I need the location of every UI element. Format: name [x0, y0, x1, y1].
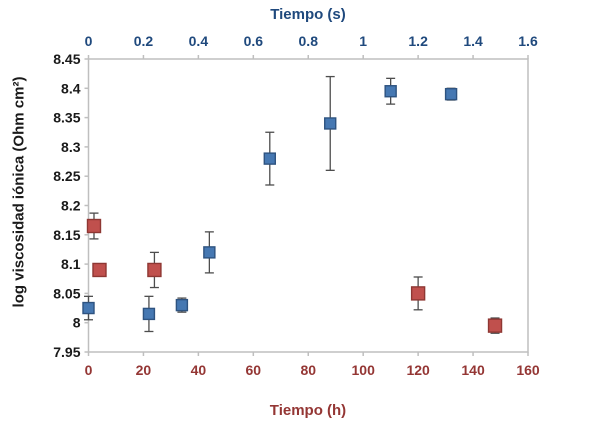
bottom-tick-label: 60: [246, 362, 262, 378]
top-tick-label: 0.4: [189, 33, 209, 49]
bottom-tick-label: 120: [406, 362, 430, 378]
data-point-marker: [86, 218, 102, 234]
data-point-marker: [410, 286, 426, 301]
y-tick-label: 8.4: [61, 80, 81, 96]
data-point-marker: [384, 85, 397, 98]
y-tick-label: 7.95: [53, 344, 80, 360]
top-tick-label: 0: [85, 33, 93, 49]
top-tick-label: 1: [359, 33, 367, 49]
y-tick-label: 8.1: [61, 256, 81, 272]
y-tick-label: 8: [73, 315, 81, 331]
top-tick-label: 1.4: [463, 33, 483, 49]
data-point-marker: [444, 87, 458, 101]
series-red-squares-hours: [86, 212, 503, 334]
bottom-tick-label: 80: [300, 362, 316, 378]
data-point-marker: [487, 318, 503, 333]
y-tick-label: 8.15: [53, 227, 80, 243]
y-tick-label: 8.3: [61, 139, 81, 155]
bottom-axis-title: Tiempo (h): [269, 402, 347, 419]
data-point-marker: [142, 307, 156, 321]
series-blue-squares-seconds: [82, 75, 458, 333]
top-tick-label: 0.8: [299, 33, 319, 49]
top-axis-title: Tiempo (s): [270, 6, 346, 23]
y-tick-label: 8.25: [53, 168, 80, 184]
data-point-marker: [263, 152, 276, 165]
y-tick-label: 8.35: [53, 110, 80, 126]
top-tick-label: 1.6: [518, 33, 538, 49]
bottom-tick-label: 160: [516, 362, 540, 378]
data-point-marker: [203, 246, 216, 259]
top-tick-label: 0.6: [244, 33, 264, 49]
data-point-marker: [147, 262, 162, 278]
data-point-marker: [175, 298, 189, 312]
y-axis-ticks: 8.45 8.4 8.35 8.3 8.25 8.2 8.15 8.1 8.05 8 7.95: [53, 51, 89, 360]
y-axis-title: log viscosidad iónica (Ohm cm²): [10, 76, 28, 308]
data-point-marker: [324, 117, 337, 130]
top-axis-ticks: 0 0.2 0.4 0.6 0.8 1 1.2 1.4 1.6: [85, 33, 538, 59]
y-tick-label: 8.2: [61, 198, 81, 214]
y-tick-label: 8.45: [53, 51, 80, 67]
y-tick-label: 8.05: [53, 285, 80, 301]
bottom-tick-label: 20: [136, 362, 152, 378]
top-tick-label: 0.2: [134, 33, 154, 49]
data-point-marker: [92, 262, 107, 278]
bottom-tick-label: 40: [191, 362, 207, 378]
bottom-axis-ticks: 0 20 40 60 80 100 120 140 160: [85, 352, 540, 378]
bottom-tick-label: 0: [85, 362, 93, 378]
bottom-tick-label: 140: [461, 362, 485, 378]
top-tick-label: 1.2: [408, 33, 428, 49]
data-point-marker: [82, 301, 95, 315]
bottom-tick-label: 100: [352, 362, 376, 378]
